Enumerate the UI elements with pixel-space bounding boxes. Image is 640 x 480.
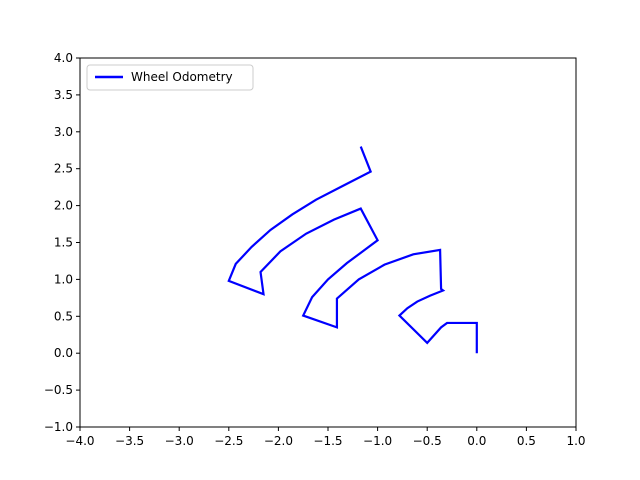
legend-box xyxy=(86,64,254,91)
series-layer xyxy=(227,146,478,354)
x-tick-label: −1.0 xyxy=(363,434,392,448)
legend-label: Wheel Odometry xyxy=(131,70,233,84)
x-tick-label: 0.5 xyxy=(517,434,536,448)
y-tick-label: −1.0 xyxy=(44,420,73,434)
x-tick-label: −3.5 xyxy=(115,434,144,448)
y-axis: −1.0 −0.5 0.0 0.5 1.0 1.5 2.0 2.5 3.0 3.5 4.0 xyxy=(44,51,80,434)
x-tick-label: −3.0 xyxy=(165,434,194,448)
x-axis: −4.0 −3.5 −3.0 −2.5 −2.0 −1.5 −1.0 −0.5 0.0 0.5 1.… xyxy=(65,427,586,448)
x-tick-label: −2.0 xyxy=(264,434,293,448)
y-tick-label: 0.5 xyxy=(54,309,73,323)
legend: Wheel Odometry xyxy=(86,64,254,91)
y-tick-label: 1.5 xyxy=(54,236,73,250)
y-tick-label: 3.5 xyxy=(54,88,73,102)
x-tick-label: 0.0 xyxy=(467,434,486,448)
series-line-0 xyxy=(227,146,478,354)
y-tick-label: 3.0 xyxy=(54,125,73,139)
x-tick-label: −1.5 xyxy=(313,434,342,448)
y-tick-label: 2.0 xyxy=(54,199,73,213)
x-tick-label: −4.0 xyxy=(65,434,94,448)
y-tick-label: −0.5 xyxy=(44,383,73,397)
y-tick-label: 1.0 xyxy=(54,272,73,286)
x-tick-label: −2.5 xyxy=(214,434,243,448)
y-tick-label: 0.0 xyxy=(54,346,73,360)
y-tick-label: 2.5 xyxy=(54,162,73,176)
x-tick-label: −0.5 xyxy=(413,434,442,448)
y-tick-label: 4.0 xyxy=(54,51,73,65)
plot-area xyxy=(80,58,576,427)
x-tick-label: 1.0 xyxy=(566,434,585,448)
